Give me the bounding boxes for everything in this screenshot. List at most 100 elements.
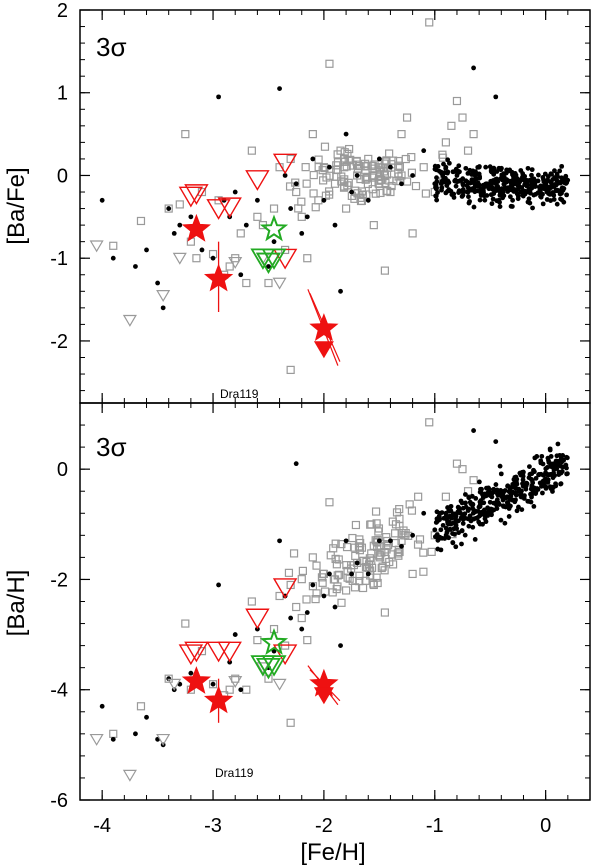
field-star-dot	[470, 186, 476, 192]
dsph-square-marker	[286, 718, 295, 727]
dsph-square-marker	[192, 254, 201, 263]
field-star-dot	[479, 486, 484, 492]
dsph-square-marker	[253, 212, 262, 221]
gray-upper-limit-triangle	[172, 252, 187, 265]
y-tick-label: -1	[50, 248, 68, 270]
field-star-dot	[410, 532, 416, 538]
field-star-dot	[527, 200, 533, 206]
ticks-bottom: -4 -3 -2 -1 0 -6 -4 -2 0	[50, 403, 590, 837]
field-star-dot	[144, 714, 149, 720]
field-star-dot	[525, 498, 531, 504]
field-star-dot	[529, 181, 535, 187]
dsph-square-marker	[225, 685, 234, 694]
red-star-marker	[181, 666, 212, 694]
dsph-square-marker	[289, 549, 299, 558]
field-star-dot	[534, 486, 540, 491]
field-star-dot	[277, 538, 282, 544]
field-star-dot	[477, 504, 483, 509]
dsph-square-marker	[285, 182, 295, 191]
field-star-dot	[338, 643, 343, 649]
field-star-dot	[443, 510, 449, 516]
field-star-dot	[471, 65, 476, 71]
dsph-square-marker	[397, 171, 406, 180]
field-star-dot	[465, 189, 471, 195]
y-tick-label: 1	[57, 83, 68, 105]
field-star-dot	[210, 255, 216, 261]
field-star-dot	[210, 681, 216, 687]
field-star-dot	[513, 172, 519, 178]
field-star-dot	[232, 189, 238, 195]
field-star-dot	[434, 516, 440, 522]
field-star-dot	[282, 173, 288, 178]
field-star-dot	[442, 179, 448, 185]
dsph-square-marker	[414, 492, 423, 501]
field-star-dot	[462, 511, 468, 517]
field-star-dot	[528, 476, 534, 482]
field-star-dot	[541, 183, 547, 189]
dsph-square-marker	[358, 556, 367, 566]
dsph-square-marker	[292, 602, 301, 612]
field-star-dot	[505, 483, 510, 489]
field-star-dot	[376, 156, 382, 162]
dsph-square-marker	[303, 635, 312, 645]
field-star-dot	[514, 479, 519, 485]
field-star-dot	[453, 544, 459, 550]
field-star-dot	[506, 514, 512, 519]
x-axis-label: [Fe/H]	[300, 839, 365, 866]
field-star-dot	[498, 488, 504, 493]
field-star-dot	[332, 222, 338, 228]
field-star-dot	[439, 510, 445, 515]
red-upper-limit-triangle	[184, 641, 209, 663]
field-star-dot	[523, 486, 529, 492]
dsph-square-marker	[326, 551, 335, 560]
field-star-dot	[531, 468, 537, 474]
field-star-dot	[554, 201, 560, 207]
field-star-dot	[490, 196, 496, 202]
field-star-dot	[498, 471, 504, 477]
field-star-dot	[495, 492, 501, 498]
red-star-marker	[309, 313, 339, 342]
dsph-square-marker	[344, 156, 353, 165]
field-star-dot	[439, 187, 444, 193]
field-star-dot	[502, 520, 508, 526]
dsph-square-marker	[331, 539, 340, 548]
field-star-dot	[321, 593, 327, 599]
field-star-dot	[555, 458, 561, 464]
dsph-square-marker	[469, 476, 478, 485]
dsph-square-marker	[302, 595, 311, 604]
field-star-dot	[188, 214, 194, 220]
dsph-square-marker	[441, 138, 450, 147]
dsph-square-marker	[394, 172, 403, 181]
field-star-dot	[561, 199, 567, 205]
field-star-dot	[533, 475, 539, 481]
marks-bottom	[89, 418, 570, 782]
dsph-square-marker	[329, 544, 338, 553]
field-star-dot	[376, 538, 382, 544]
field-star-dot	[558, 481, 563, 487]
field-star-dot	[520, 477, 526, 483]
field-star-dot	[564, 454, 569, 460]
dsph-square-marker	[364, 154, 373, 164]
field-star-dot	[445, 170, 450, 176]
red-upper-limit-triangle	[245, 608, 270, 630]
y-tick-label: -2	[50, 569, 68, 591]
dsph-square-marker	[376, 188, 385, 198]
red-star-marker	[203, 263, 234, 292]
field-star-dot	[459, 528, 465, 533]
field-star-dot	[465, 516, 471, 522]
dsph-square-marker	[385, 557, 394, 567]
field-star-dot	[490, 507, 495, 513]
field-star-dot	[531, 504, 537, 509]
x-tick-label: -1	[426, 815, 444, 837]
dsph-square-marker	[109, 729, 118, 738]
dsph-square-marker	[311, 594, 320, 604]
field-star-dot	[485, 490, 491, 495]
dsph-square-marker	[351, 520, 361, 530]
field-star-dot	[551, 192, 557, 198]
field-star-dot	[513, 492, 519, 498]
y-tick-label: 0	[57, 165, 68, 187]
dsph-square-marker	[309, 189, 318, 198]
red-upper-limit-triangle	[272, 153, 298, 175]
dsph-square-marker	[375, 551, 384, 560]
field-star-dot	[502, 176, 508, 182]
